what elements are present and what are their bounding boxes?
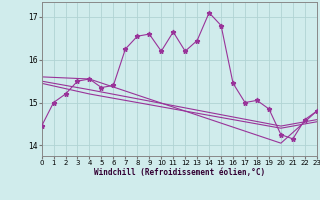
X-axis label: Windchill (Refroidissement éolien,°C): Windchill (Refroidissement éolien,°C)	[94, 168, 265, 177]
